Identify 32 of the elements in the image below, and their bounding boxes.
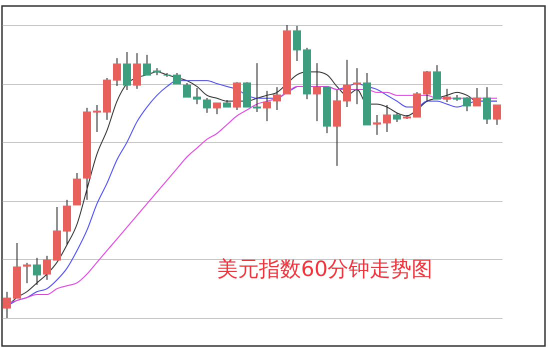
candlestick (373, 114, 381, 136)
candlestick (123, 51, 131, 91)
candlestick (43, 255, 51, 280)
candlestick (263, 90, 271, 122)
candlestick (93, 104, 101, 132)
candlestick (33, 257, 41, 286)
candlestick (273, 86, 281, 110)
candlestick (383, 104, 391, 132)
candlestick (493, 104, 501, 126)
candlestick (353, 68, 361, 105)
candlestick (133, 52, 141, 90)
candlestick (3, 291, 11, 318)
candlestick (393, 112, 401, 122)
candlestick (443, 88, 451, 103)
candlestick (203, 97, 211, 114)
candlestick (183, 82, 191, 98)
candlestick (253, 62, 261, 113)
candlestick (343, 59, 351, 108)
candlestick (473, 87, 481, 106)
candlestick (423, 70, 431, 103)
candlestick (143, 54, 151, 76)
candlestick (293, 25, 301, 62)
text: 美元指数60分钟走势图 (217, 257, 433, 281)
candlestick (213, 102, 221, 115)
candlestick (463, 96, 471, 112)
candlestick (173, 72, 181, 84)
candlestick (23, 262, 31, 284)
candlestick (193, 87, 201, 105)
candlestick (413, 92, 421, 118)
candlestick (113, 58, 121, 86)
candlestick (483, 86, 491, 125)
candlestick (313, 62, 321, 122)
